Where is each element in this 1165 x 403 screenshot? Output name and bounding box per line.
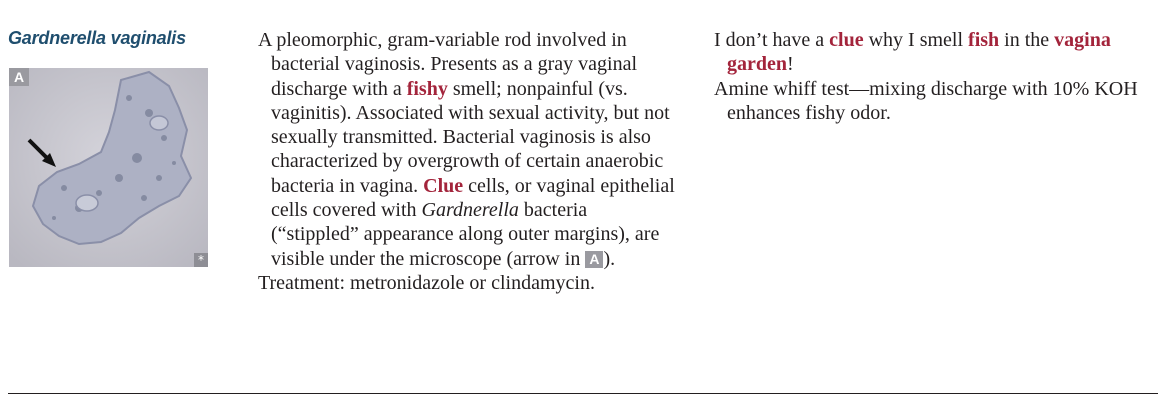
figure-label: A (9, 68, 29, 86)
keyword-fish: fish (968, 29, 1000, 51)
keyword-clue: Clue (423, 174, 464, 197)
section-title: Gardnerella vaginalis (8, 28, 186, 48)
micrograph-figure: A * (9, 68, 208, 267)
treatment-paragraph: Treatment: metronidazole or clindamycin. (258, 271, 595, 294)
keyword-clue: clue (829, 29, 864, 51)
keyword-vagina-garden: vagina garden (727, 29, 1111, 76)
mnemonic-text: in the (999, 29, 1055, 51)
keyword-fishy: fishy (406, 77, 448, 100)
micrograph-image (9, 68, 208, 267)
description-text: bacteria (“stippled” appearance along ou… (271, 199, 660, 270)
description-text: smell; nonpainful (vs. vaginitis). Assoc… (271, 77, 670, 197)
description-column: A pleomorphic, gram-variable rod involve… (258, 28, 678, 295)
mnemonic-text: why I smell (863, 29, 969, 51)
asterisk-icon: * (194, 253, 208, 267)
whiff-test-paragraph: Amine whiff test—mixing discharge with 1… (714, 77, 1138, 124)
arrow-icon (27, 138, 56, 167)
mnemonic-text: ! (787, 53, 794, 76)
description-text: ). (603, 247, 616, 270)
figure-reference-badge: A (585, 250, 604, 268)
mnemonic-text: I don’t have a (714, 29, 830, 51)
mnemonic-paragraph: I don’t have a clue why I smell fish in … (714, 28, 1159, 77)
description-text: A pleomorphic, gram-variable rod involve… (258, 29, 637, 100)
description-text: cells, or vaginal epithelial cells cover… (271, 174, 675, 222)
description-paragraph: A pleomorphic, gram-variable rod involve… (258, 28, 678, 271)
mnemonic-column: I don’t have a clue why I smell fish in … (714, 28, 1159, 125)
organism-name: Gardnerella (421, 199, 519, 222)
section-divider (8, 393, 1158, 394)
